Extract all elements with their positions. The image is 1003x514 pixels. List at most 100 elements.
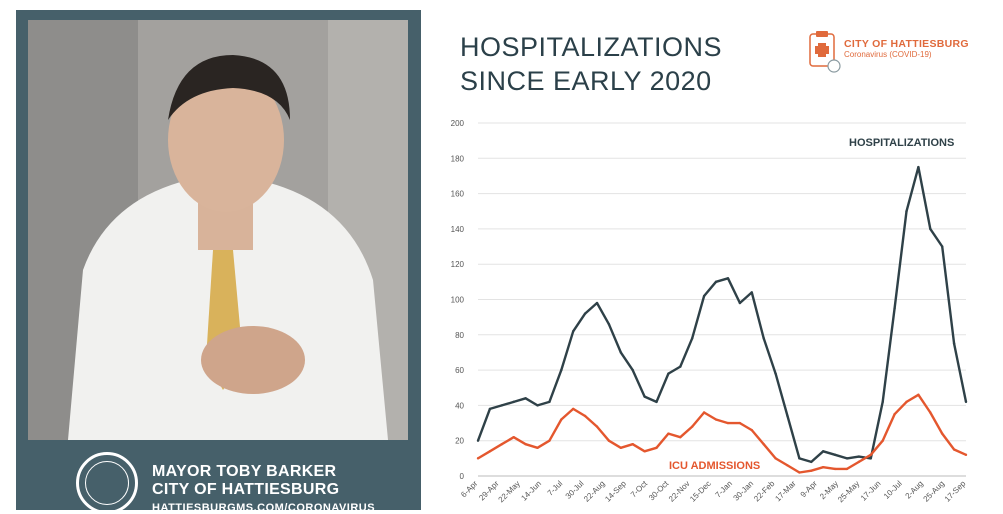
icu-admissions-point xyxy=(512,435,515,439)
city-seal-icon xyxy=(76,452,138,514)
icu-admissions-point xyxy=(762,443,765,446)
hospitalizations-point xyxy=(595,301,599,305)
y-tick-label: 80 xyxy=(455,331,464,340)
y-tick-label: 140 xyxy=(451,225,465,234)
icu-admissions-point xyxy=(893,413,896,416)
icu-admissions-point xyxy=(821,465,825,469)
y-tick-label: 160 xyxy=(451,190,465,199)
logo-subtitle: Coronavirus (COVID-19) xyxy=(844,50,932,59)
icu-admissions-point xyxy=(940,432,944,435)
hospitalizations-point xyxy=(810,460,813,464)
hospitalizations-point xyxy=(893,307,896,310)
hospitalizations-line xyxy=(476,165,968,464)
hospitalizations-point xyxy=(821,450,825,453)
y-tick-label: 200 xyxy=(451,119,465,128)
icu-admissions-point xyxy=(595,425,599,428)
y-tick-label: 0 xyxy=(460,472,465,481)
icu-admissions-point xyxy=(810,469,813,472)
x-tick-label: 17-Jun xyxy=(859,479,883,503)
hospitalizations-point xyxy=(905,210,908,213)
presenter-name: MAYOR TOBY BARKER xyxy=(152,463,337,480)
hospitalizations-point xyxy=(560,368,563,372)
hospitalizations-point xyxy=(786,414,789,418)
hospitalizations-point xyxy=(940,245,944,248)
x-tick-label: 14-Sep xyxy=(603,479,628,504)
hospitalizations-point xyxy=(702,294,706,298)
presenter-url: HATTIESBURGMS.COM/CORONAVIRUS xyxy=(152,502,376,514)
icu-admissions-point xyxy=(774,457,777,460)
icu-admissions-point xyxy=(679,435,682,439)
hospitalizations-point xyxy=(631,368,634,372)
hospitalizations-point xyxy=(512,400,515,404)
icu-admissions-point xyxy=(691,425,694,428)
icu-admissions-point xyxy=(929,411,932,414)
icu-admissions-point xyxy=(857,460,861,464)
icu-admissions-series-label: ICU ADMISSIONS xyxy=(669,460,760,472)
medical-clipboard-icon xyxy=(809,31,841,73)
x-tick-label: 9-Apr xyxy=(799,479,819,499)
icu-admissions-point xyxy=(643,450,646,453)
hospitalizations-point xyxy=(964,400,968,404)
icu-admissions-point xyxy=(572,407,575,411)
hospitalizations-point xyxy=(917,165,920,169)
hospitalizations-point xyxy=(726,277,730,280)
caption-bar: MAYOR TOBY BARKER CITY OF HATTIESBURG HA… xyxy=(16,450,421,514)
icu-admissions-point xyxy=(845,467,849,471)
hospitalizations-point xyxy=(929,227,932,231)
hospitalizations-point xyxy=(738,301,742,305)
icu-admissions-point xyxy=(714,418,718,421)
icu-admissions-point xyxy=(726,421,730,425)
hospitalizations-point xyxy=(643,395,646,398)
icu-admissions-point xyxy=(524,443,527,446)
hospitalizations-point xyxy=(667,372,670,375)
icu-admissions-point xyxy=(607,439,611,442)
hospitalizations-point xyxy=(762,337,765,340)
hospitalizations-point xyxy=(798,457,801,460)
hospitalizations-point xyxy=(488,407,492,411)
x-tick-label: 15-Dec xyxy=(688,479,713,504)
icu-admissions-point xyxy=(667,432,670,435)
icu-admissions-point xyxy=(786,464,789,467)
hospitalizations-chart: 0204060801001201401601802006-Apr29-Apr22… xyxy=(451,119,968,504)
icu-admissions-point xyxy=(631,443,634,446)
x-tick-label: 17-Mar xyxy=(773,479,798,504)
icu-admissions-point xyxy=(798,471,801,474)
hospitalizations-point xyxy=(679,365,682,368)
hospitalizations-point xyxy=(845,457,849,460)
chart-title-line-2: SINCE EARLY 2020 xyxy=(460,66,712,96)
x-tick-label: 30-Jan xyxy=(732,479,756,503)
hospitalizations-point xyxy=(548,400,551,404)
hospitalizations-point xyxy=(607,323,611,326)
hospitalizations-point xyxy=(655,400,658,404)
x-tick-label: 10-Jul xyxy=(882,479,904,501)
x-tick-label: 22-Feb xyxy=(752,479,777,504)
icu-admissions-point xyxy=(738,421,742,425)
icu-admissions-point xyxy=(833,467,837,471)
y-tick-label: 60 xyxy=(455,366,464,375)
chart-title: HOSPITALIZATIONS SINCE EARLY 2020 xyxy=(460,30,722,98)
hospitalizations-point xyxy=(833,453,837,457)
icu-admissions-point xyxy=(917,393,920,397)
hospitalizations-point xyxy=(619,351,623,354)
presenter-photo xyxy=(28,20,408,440)
hospitalizations-point xyxy=(524,397,527,400)
icu-admissions-point xyxy=(905,400,908,404)
icu-admissions-point xyxy=(500,443,504,446)
hospitalizations-point xyxy=(572,330,575,333)
presenter-org: CITY OF HATTIESBURG xyxy=(152,481,340,498)
hospitalizations-point xyxy=(714,280,718,284)
hospitalizations-point xyxy=(500,404,504,407)
hospitalizations-point xyxy=(536,404,539,407)
y-tick-label: 100 xyxy=(451,296,465,305)
hospitalizations-point xyxy=(869,457,872,460)
icu-admissions-point xyxy=(869,453,872,457)
icu-admissions-point xyxy=(560,418,563,421)
y-tick-label: 40 xyxy=(455,401,464,410)
icu-admissions-point xyxy=(702,411,706,414)
chart-title-line-1: HOSPITALIZATIONS xyxy=(460,32,723,62)
x-tick-label: 22-Nov xyxy=(667,479,692,504)
icu-admissions-point xyxy=(881,439,884,442)
hospitalizations-point xyxy=(881,400,884,404)
hospitalizations-point xyxy=(952,342,956,345)
x-tick-label: 22-May xyxy=(497,479,522,504)
